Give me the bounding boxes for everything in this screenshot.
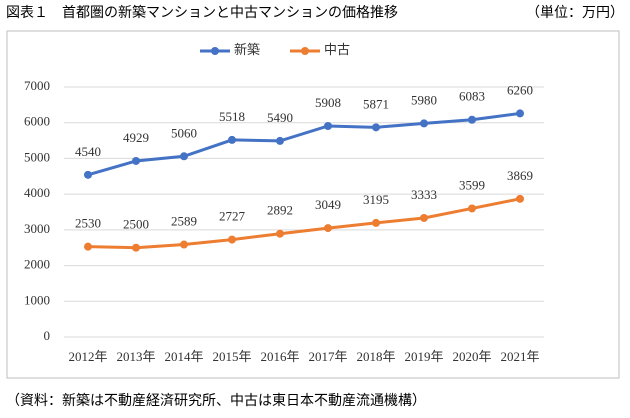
chart-frame <box>6 30 620 379</box>
y-tick-label: 0 <box>44 328 51 343</box>
data-point <box>372 123 380 132</box>
data-label: 3333 <box>411 187 437 202</box>
x-tick-label: 2020年 <box>452 349 491 364</box>
x-tick-label: 2016年 <box>260 349 299 364</box>
x-tick-label: 2012年 <box>68 349 107 364</box>
data-point <box>324 122 332 130</box>
data-label: 4540 <box>75 144 101 159</box>
data-label: 2589 <box>171 214 197 229</box>
legend-label: 中古 <box>324 42 350 57</box>
x-tick-label: 2017年 <box>308 349 347 364</box>
legend-label: 新築 <box>234 42 260 57</box>
data-label: 5871 <box>363 96 389 111</box>
data-label: 3869 <box>507 168 533 183</box>
source-note: （資料：新築は不動産経済研究所、中古は東日本不動産流通機構） <box>6 393 426 409</box>
data-label: 5490 <box>267 110 293 125</box>
data-label: 6260 <box>507 82 533 97</box>
legend-marker <box>301 47 309 55</box>
data-point <box>132 243 140 252</box>
data-label: 5908 <box>315 95 341 110</box>
data-label: 3599 <box>459 177 485 192</box>
data-point <box>84 170 92 179</box>
data-point <box>180 152 188 161</box>
x-tick-label: 2021年 <box>500 349 539 364</box>
data-point <box>468 115 476 124</box>
x-tick-label: 2019年 <box>404 349 443 364</box>
data-point <box>276 229 284 238</box>
data-point <box>180 240 188 249</box>
unit-note: （単位：万円） <box>526 5 624 21</box>
data-point <box>228 135 236 144</box>
y-tick-label: 7000 <box>24 78 50 93</box>
data-label: 3049 <box>315 197 341 212</box>
data-point <box>516 109 524 118</box>
y-tick-label: 6000 <box>24 114 50 129</box>
data-point <box>468 204 476 213</box>
series-line <box>87 197 521 250</box>
page-title: 図表１ 首都圏の新築マンションと中古マンションの価格推移 <box>6 5 398 21</box>
data-label: 5980 <box>411 92 437 107</box>
data-point <box>420 213 428 222</box>
data-label: 5060 <box>171 125 197 140</box>
data-label: 3195 <box>363 192 389 207</box>
data-label: 2530 <box>75 216 101 231</box>
data-point <box>228 235 236 244</box>
x-tick-label: 2018年 <box>356 349 395 364</box>
data-point <box>132 156 140 165</box>
data-label: 2500 <box>123 217 149 232</box>
series-line <box>87 111 521 177</box>
y-tick-label: 3000 <box>24 221 50 236</box>
data-point <box>420 119 428 128</box>
x-tick-label: 2014年 <box>164 349 203 364</box>
y-tick-label: 5000 <box>24 149 50 164</box>
y-tick-label: 2000 <box>24 257 50 272</box>
x-tick-label: 2013年 <box>116 349 155 364</box>
data-point <box>276 136 284 145</box>
data-label: 2727 <box>219 209 246 224</box>
data-point <box>84 242 92 251</box>
legend-marker <box>211 47 219 55</box>
data-label: 2892 <box>267 203 293 218</box>
x-tick-label: 2015年 <box>212 349 251 364</box>
data-label: 6083 <box>459 89 485 104</box>
y-tick-label: 1000 <box>24 292 50 307</box>
data-point <box>516 194 524 203</box>
data-label: 4929 <box>123 130 149 145</box>
data-point <box>372 218 380 227</box>
data-point <box>324 224 332 233</box>
y-tick-label: 4000 <box>24 185 50 200</box>
data-label: 5518 <box>219 109 245 124</box>
